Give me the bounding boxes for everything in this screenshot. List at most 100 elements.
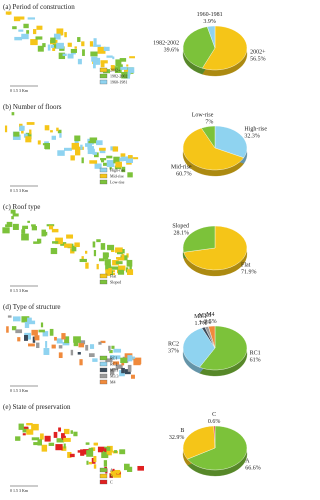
map-block: [36, 342, 40, 349]
map-block: [40, 433, 44, 440]
map-block: [117, 269, 125, 275]
map-block: [99, 147, 106, 151]
map-block: [25, 132, 32, 140]
map-block: [96, 239, 101, 243]
pie-slice: [214, 125, 248, 158]
map-block: [129, 265, 132, 270]
legend-label: RC1: [110, 356, 117, 361]
map-block: [129, 56, 135, 59]
map-block: [96, 140, 103, 146]
map-block: [109, 355, 114, 360]
pie-category-label: 1982-2002: [153, 40, 179, 46]
map-block: [88, 447, 94, 451]
map-block: [21, 128, 24, 134]
map-block: [114, 66, 119, 70]
map-block: [32, 336, 36, 343]
map-block: [21, 233, 29, 241]
map-block: [77, 352, 81, 355]
map-block: [23, 23, 29, 29]
map-block: [6, 326, 9, 333]
map-block: [111, 249, 115, 253]
map-block: [74, 242, 80, 248]
map-block: [18, 423, 24, 430]
map-block: [28, 320, 36, 325]
map-block: [2, 227, 10, 234]
pie-category-label: Sloped: [172, 223, 189, 229]
map-block: [58, 427, 62, 432]
map-block: [121, 367, 125, 374]
pie-value-label: 37%: [168, 349, 179, 355]
map-block: [113, 471, 122, 478]
pie-category-label: 2002+: [250, 49, 266, 55]
legend-swatch: [99, 173, 108, 179]
map-block: [105, 269, 111, 276]
map-block: [121, 71, 128, 79]
map-block: [50, 44, 54, 48]
map-block: [112, 56, 115, 60]
map-block: [100, 60, 108, 64]
map-block: [112, 260, 119, 266]
map-block: [63, 428, 70, 435]
map-block: [24, 335, 28, 341]
map-block: [62, 53, 67, 56]
map-block: [63, 443, 66, 449]
map-block: [7, 12, 11, 15]
map-block: [104, 446, 111, 451]
legend-label: Flat: [110, 274, 117, 279]
map-block: [100, 62, 105, 68]
map-block: [67, 53, 74, 59]
map-block: [50, 247, 58, 255]
map-block: [121, 166, 126, 173]
figure: (a) Period of construction 0 1.5 3 Km 2002…: [2, 3, 267, 493]
map-block: [97, 446, 105, 453]
map-block: [126, 259, 133, 267]
map-block: [36, 25, 43, 30]
map-block: [27, 317, 32, 324]
map-block: [94, 442, 98, 446]
map-block: [27, 220, 30, 223]
map-block: [119, 58, 127, 62]
pie-value-label: 1.9%: [199, 320, 212, 326]
legend-label: 2002+: [110, 68, 121, 73]
map-block: [51, 344, 56, 349]
legend-swatch: [99, 467, 108, 473]
map-block: [52, 241, 59, 244]
map-block: [89, 41, 94, 47]
map-block: [113, 355, 121, 360]
map-block: [56, 42, 64, 49]
map-block: [92, 358, 98, 362]
map-block: [90, 51, 98, 57]
map-block: [42, 43, 46, 48]
pie-slice: [199, 325, 248, 371]
map-block: [37, 45, 44, 52]
map-block: [115, 161, 122, 168]
panel-title: (a) Period of construction: [3, 3, 75, 11]
map-block: [11, 112, 15, 116]
map-block: [113, 348, 122, 353]
map-block: [31, 437, 40, 441]
map-block: [44, 435, 51, 442]
map-block: [92, 151, 97, 155]
pie-value-label: 0.6%: [208, 419, 221, 425]
map-block: [15, 329, 23, 334]
legend-swatch: [99, 473, 108, 479]
map-block: [20, 426, 29, 429]
map-block: [117, 64, 123, 70]
map-block: [58, 352, 63, 359]
map-block: [79, 258, 87, 263]
pie-value-label: 66.6%: [245, 465, 261, 471]
map-block: [118, 265, 126, 271]
legend-label: Mid-rise: [110, 174, 124, 179]
map-block: [4, 125, 8, 133]
map-block: [14, 36, 23, 41]
map-block: [41, 444, 48, 452]
map-block: [26, 422, 33, 426]
pie-value-label: 3.9%: [203, 19, 216, 25]
map-block: [56, 438, 65, 443]
map-block: [12, 223, 19, 230]
map-block: [61, 433, 65, 439]
map-block: [56, 28, 64, 36]
map-block: [33, 241, 40, 244]
map-block: [78, 340, 86, 345]
legend-swatch: [99, 73, 108, 79]
